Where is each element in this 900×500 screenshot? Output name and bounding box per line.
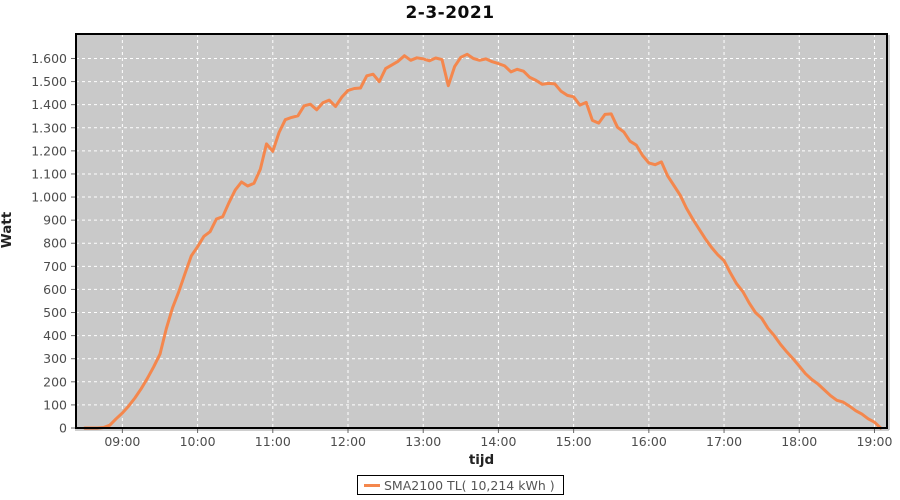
y-tick-label: 600 xyxy=(43,282,67,297)
legend-series-label: SMA2100 TL( 10,214 kWh ) xyxy=(384,477,555,493)
y-tick-label: 100 xyxy=(43,397,67,412)
y-tick-label: 1.000 xyxy=(31,190,67,205)
y-tick-label: 1.400 xyxy=(31,97,67,112)
y-tick-label: 1.100 xyxy=(31,166,67,181)
x-tick-label: 15:00 xyxy=(556,434,592,449)
chart-title: 2-3-2021 xyxy=(405,3,495,23)
y-tick-label: 200 xyxy=(43,374,67,389)
y-tick-label: 1.300 xyxy=(31,120,67,135)
x-tick-label: 16:00 xyxy=(631,434,667,449)
plot-background xyxy=(76,34,887,428)
x-tick-label: 09:00 xyxy=(104,434,140,449)
legend-line-swatch-icon xyxy=(364,483,380,487)
x-tick-label: 17:00 xyxy=(706,434,742,449)
x-axis-label: tijd xyxy=(468,452,495,468)
y-tick-label: 1.500 xyxy=(31,74,67,89)
y-tick-label: 900 xyxy=(43,213,67,228)
x-tick-label: 14:00 xyxy=(480,434,516,449)
x-tick-label: 19:00 xyxy=(856,434,892,449)
series-line xyxy=(83,52,883,430)
y-tick-label: 1.200 xyxy=(31,143,67,158)
plot-border xyxy=(75,33,888,429)
y-tick-label: 700 xyxy=(43,259,67,274)
y-tick-label: 0 xyxy=(59,421,67,436)
x-tick-label: 18:00 xyxy=(781,434,817,449)
y-tick-label: 1.600 xyxy=(31,51,67,66)
y-axis-label: Watt xyxy=(0,211,15,249)
x-tick-label: 13:00 xyxy=(405,434,441,449)
y-tick-label: 300 xyxy=(43,351,67,366)
x-tick-label: 12:00 xyxy=(330,434,366,449)
y-tick-label: 400 xyxy=(43,328,67,343)
x-tick-label: 11:00 xyxy=(255,434,291,449)
x-tick-label: 10:00 xyxy=(180,434,216,449)
y-tick-label: 500 xyxy=(43,305,67,320)
y-tick-label: 800 xyxy=(43,236,67,251)
legend: SMA2100 TL( 10,214 kWh ) xyxy=(357,475,564,495)
